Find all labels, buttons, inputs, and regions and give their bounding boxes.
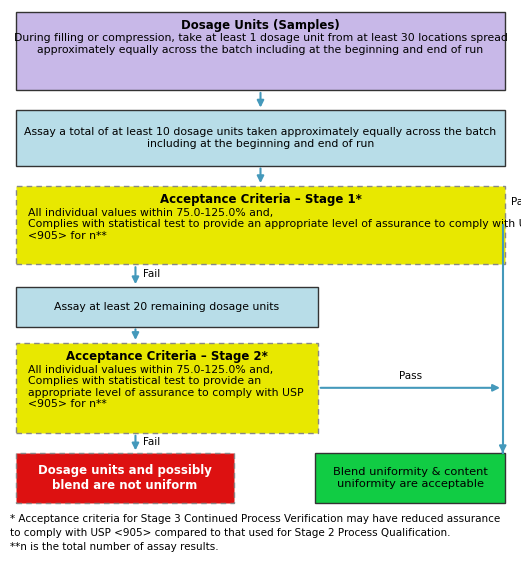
Text: All individual values within 75.0-125.0% and,
Complies with statistical test to : All individual values within 75.0-125.0%…: [28, 364, 304, 410]
Text: Acceptance Criteria – Stage 1*: Acceptance Criteria – Stage 1*: [159, 193, 362, 206]
Text: Assay at least 20 remaining dosage units: Assay at least 20 remaining dosage units: [54, 302, 279, 312]
FancyBboxPatch shape: [16, 453, 234, 503]
Text: Dosage Units (Samples): Dosage Units (Samples): [181, 19, 340, 31]
Text: Blend uniformity & content
uniformity are acceptable: Blend uniformity & content uniformity ar…: [333, 467, 488, 489]
Text: Fail: Fail: [143, 269, 160, 279]
Text: Fail: Fail: [143, 436, 160, 447]
Text: Pass: Pass: [511, 197, 521, 207]
FancyBboxPatch shape: [315, 453, 505, 503]
FancyBboxPatch shape: [16, 12, 505, 90]
Text: All individual values within 75.0-125.0% and,
Complies with statistical test to : All individual values within 75.0-125.0%…: [28, 207, 521, 241]
FancyBboxPatch shape: [16, 186, 505, 264]
FancyBboxPatch shape: [16, 287, 318, 327]
Text: Pass: Pass: [399, 371, 422, 381]
FancyBboxPatch shape: [16, 110, 505, 166]
Text: Assay a total of at least 10 dosage units taken approximately equally across the: Assay a total of at least 10 dosage unit…: [24, 127, 497, 149]
FancyBboxPatch shape: [16, 343, 318, 433]
Text: Dosage units and possibly
blend are not uniform: Dosage units and possibly blend are not …: [38, 464, 212, 492]
Text: Acceptance Criteria – Stage 2*: Acceptance Criteria – Stage 2*: [66, 350, 268, 363]
Text: During filling or compression, take at least 1 dosage unit from at least 30 loca: During filling or compression, take at l…: [14, 33, 507, 55]
Text: * Acceptance criteria for Stage 3 Continued Process Verification may have reduce: * Acceptance criteria for Stage 3 Contin…: [10, 514, 501, 552]
